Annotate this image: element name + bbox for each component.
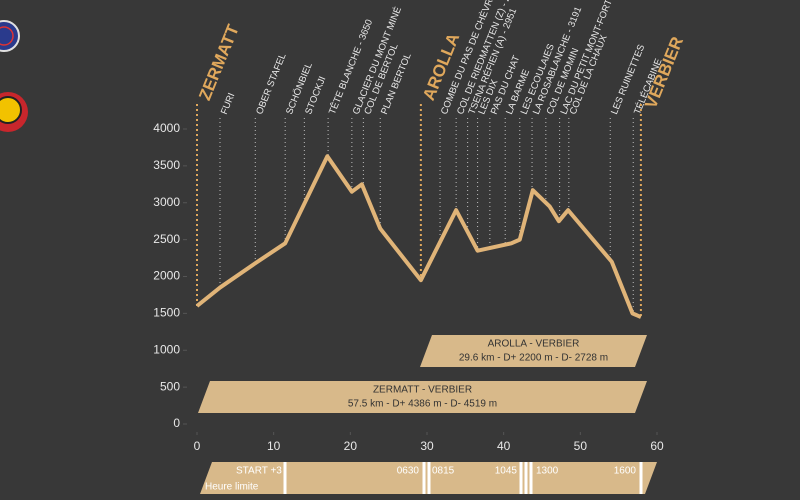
x-tick-label: 50: [574, 439, 588, 453]
y-tick-label: 1500: [153, 306, 180, 320]
x-tick-label: 10: [267, 439, 281, 453]
waypoint-label: OBER STAFEL: [254, 52, 288, 116]
time-limit: 1045: [495, 466, 518, 477]
y-tick-label: 2000: [153, 269, 180, 283]
banner-title: AROLLA - VERBIER: [488, 339, 580, 350]
elevation-profile: [195, 154, 642, 319]
banner-text: 29.6 km - D+ 2200 m - D- 2728 m: [459, 353, 608, 364]
x-tick-label: 60: [650, 439, 664, 453]
y-tick-label: 4000: [153, 121, 180, 135]
y-tick-label: 3000: [153, 195, 180, 209]
major-waypoint-label: ZERMATT: [195, 21, 243, 103]
logo-top: [0, 20, 20, 52]
time-limit: 1600: [614, 466, 637, 477]
time-limit: 0815: [432, 466, 455, 477]
y-tick-label: 3500: [153, 158, 180, 172]
y-tick-label: 2500: [153, 232, 180, 246]
time-limit: 0630: [397, 466, 420, 477]
logo-bottom: [0, 92, 28, 132]
banner: [420, 335, 647, 367]
waypoint-label: FURI: [219, 91, 238, 116]
y-tick-label: 1000: [153, 342, 180, 356]
banner-text: 57.5 km - D+ 4386 m - D- 4519 m: [348, 399, 497, 410]
time-limit: 1300: [536, 466, 559, 477]
y-tick-label: 500: [160, 379, 180, 393]
x-tick-label: 30: [420, 439, 434, 453]
x-tick-label: 0: [194, 439, 201, 453]
y-tick-label: 0: [173, 416, 180, 430]
banner: [198, 381, 647, 413]
x-tick-label: 20: [344, 439, 358, 453]
timeline-caption: Heure limite: [205, 482, 259, 493]
timeline-start: START +3: [236, 466, 282, 477]
x-tick-label: 40: [497, 439, 511, 453]
banner-title: ZERMATT - VERBIER: [373, 385, 472, 396]
